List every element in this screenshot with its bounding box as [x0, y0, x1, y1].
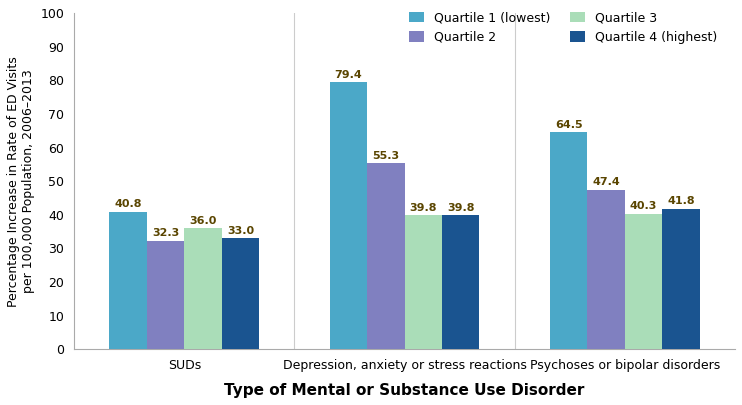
Bar — [329, 82, 367, 349]
Text: 33.0: 33.0 — [227, 226, 254, 236]
Text: 40.3: 40.3 — [630, 201, 657, 211]
Text: 39.8: 39.8 — [410, 203, 437, 213]
Text: 79.4: 79.4 — [335, 70, 362, 80]
Text: 40.8: 40.8 — [114, 199, 142, 209]
Text: 41.8: 41.8 — [667, 196, 695, 206]
Text: 55.3: 55.3 — [372, 151, 399, 161]
Legend: Quartile 1 (lowest), Quartile 2, Quartile 3, Quartile 4 (highest): Quartile 1 (lowest), Quartile 2, Quartil… — [404, 6, 722, 49]
Text: 64.5: 64.5 — [555, 120, 582, 130]
Bar — [404, 215, 442, 349]
Bar — [663, 209, 700, 349]
Bar — [184, 228, 222, 349]
Text: 47.4: 47.4 — [592, 177, 620, 187]
Bar — [222, 238, 259, 349]
Text: 32.3: 32.3 — [152, 228, 179, 238]
Text: 36.0: 36.0 — [189, 215, 217, 226]
Bar — [550, 132, 588, 349]
Bar — [367, 163, 404, 349]
Bar — [625, 214, 663, 349]
Bar — [442, 215, 479, 349]
Bar — [588, 190, 625, 349]
Y-axis label: Percentage Increase in Rate of ED Visits
per 100,000 Population, 2006–2013: Percentage Increase in Rate of ED Visits… — [7, 56, 35, 307]
X-axis label: Type of Mental or Substance Use Disorder: Type of Mental or Substance Use Disorder — [224, 383, 585, 398]
Bar — [109, 212, 147, 349]
Bar — [147, 241, 184, 349]
Text: 39.8: 39.8 — [447, 203, 474, 213]
